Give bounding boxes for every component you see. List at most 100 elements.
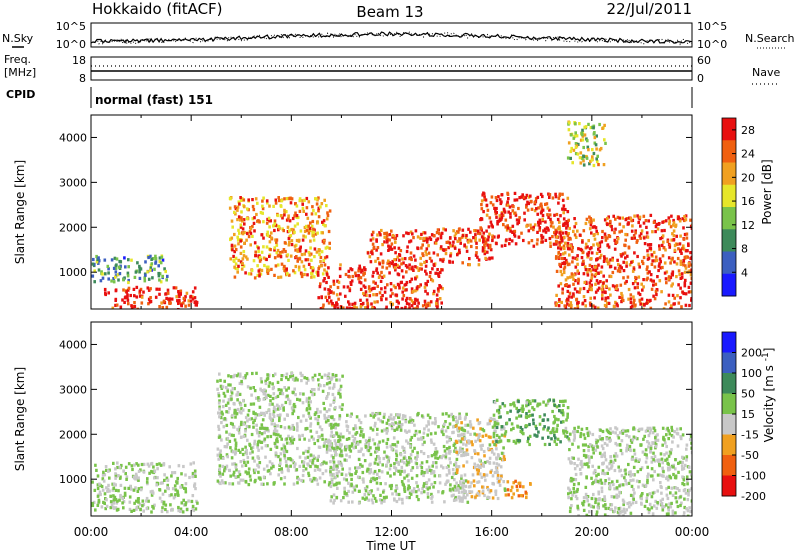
data-cell	[434, 271, 437, 275]
data-cell	[332, 447, 336, 451]
data-cell	[382, 274, 386, 278]
data-cell	[227, 398, 231, 402]
data-cell	[245, 424, 249, 429]
data-cell	[428, 416, 432, 420]
data-cell	[415, 306, 419, 309]
data-cell	[680, 501, 683, 505]
data-cell	[194, 300, 198, 304]
data-cell	[515, 438, 519, 443]
data-cell	[135, 507, 138, 511]
data-cell	[336, 474, 339, 478]
data-cell	[625, 433, 628, 438]
data-cell	[527, 437, 530, 441]
data-cell	[427, 251, 431, 255]
data-cell	[106, 489, 109, 493]
data-cell	[521, 193, 524, 197]
data-cell	[311, 376, 315, 380]
data-cell	[105, 468, 108, 472]
data-cell	[440, 301, 443, 305]
data-cell	[579, 462, 582, 466]
data-cell	[633, 298, 636, 302]
data-cell	[122, 506, 125, 510]
data-cell	[489, 435, 492, 439]
data-cell	[405, 439, 408, 443]
data-cell	[245, 452, 248, 456]
data-cell	[336, 471, 339, 475]
data-cell	[596, 232, 599, 236]
data-cell	[275, 429, 279, 433]
data-cell	[688, 269, 691, 273]
data-cell	[421, 436, 425, 440]
data-cell	[459, 482, 462, 486]
data-cell	[320, 428, 324, 432]
data-cell	[441, 248, 445, 252]
data-cell	[114, 270, 118, 274]
data-cell	[527, 201, 530, 206]
data-cell	[677, 247, 680, 251]
data-cell	[582, 229, 586, 233]
data-cell	[348, 289, 352, 293]
data-cell	[330, 430, 333, 434]
data-cell	[385, 305, 388, 309]
data-cell	[305, 407, 309, 411]
data-cell	[633, 286, 637, 290]
data-cell	[574, 265, 578, 269]
data-cell	[151, 491, 155, 495]
data-cell	[451, 487, 455, 491]
data-cell	[482, 231, 485, 235]
data-cell	[336, 423, 340, 427]
data-cell	[291, 390, 295, 394]
data-cell	[331, 392, 335, 397]
data-cell	[534, 197, 538, 201]
data-cell	[547, 192, 550, 196]
data-cell	[308, 253, 312, 257]
data-cell	[541, 436, 544, 440]
data-cell	[603, 513, 607, 516]
data-cell	[628, 435, 631, 439]
data-cell	[221, 412, 224, 416]
data-cell	[614, 426, 617, 430]
data-cell	[322, 279, 325, 283]
data-cell	[615, 427, 619, 431]
data-cell	[589, 217, 592, 221]
nave-label: Nave	[752, 66, 780, 79]
data-cell	[168, 301, 172, 305]
data-cell	[485, 473, 489, 477]
data-cell	[492, 413, 496, 417]
data-cell	[517, 408, 521, 413]
data-cell	[578, 467, 582, 471]
data-cell	[401, 497, 404, 501]
data-cell	[567, 457, 571, 461]
data-cell	[160, 301, 163, 305]
data-cell	[633, 452, 637, 456]
data-cell	[503, 488, 507, 492]
data-cell	[572, 456, 575, 460]
data-cell	[128, 495, 132, 499]
data-cell	[423, 440, 426, 444]
data-cell	[369, 260, 373, 264]
data-cell	[653, 265, 657, 269]
data-cell	[592, 218, 595, 222]
data-cell	[486, 488, 490, 492]
data-cell	[92, 500, 96, 504]
data-cell	[307, 446, 311, 450]
data-cell	[332, 418, 336, 422]
data-cell	[217, 427, 221, 431]
data-cell	[242, 254, 246, 258]
data-cell	[668, 466, 672, 470]
data-cell	[627, 481, 631, 485]
data-cell	[426, 495, 430, 499]
data-cell	[220, 410, 224, 414]
data-cell	[461, 234, 465, 238]
data-cell	[112, 266, 116, 270]
data-cell	[564, 434, 567, 438]
data-cell	[602, 274, 605, 278]
data-cell	[319, 463, 323, 467]
data-cell	[289, 201, 293, 205]
data-cell	[376, 472, 379, 476]
colorbar-swatch	[722, 118, 736, 141]
data-cell	[255, 423, 258, 427]
data-cell	[617, 266, 621, 270]
data-cell	[689, 263, 692, 267]
data-cell	[661, 443, 664, 447]
